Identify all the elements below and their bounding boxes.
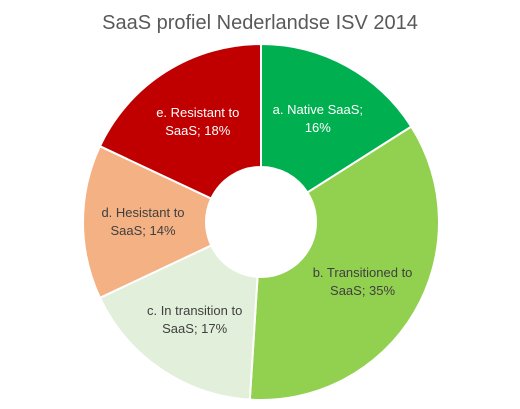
slice [248,125,440,401]
slice [98,244,259,401]
slice [98,42,262,200]
slice [260,42,413,194]
data-label: d. Hesistant to SaaS; 14% [101,205,185,238]
data-label: a. Native SaaS; 16% [272,101,363,135]
data-label: b. Transitioned to SaaS; 35% [312,265,413,299]
data-label: c. In transition to SaaS; 17% [146,302,243,336]
data-label: e. Resistant to SaaS; 18% [156,105,240,139]
chart-title: SaaS profiel Nederlandse ISV 2014 [102,12,418,34]
